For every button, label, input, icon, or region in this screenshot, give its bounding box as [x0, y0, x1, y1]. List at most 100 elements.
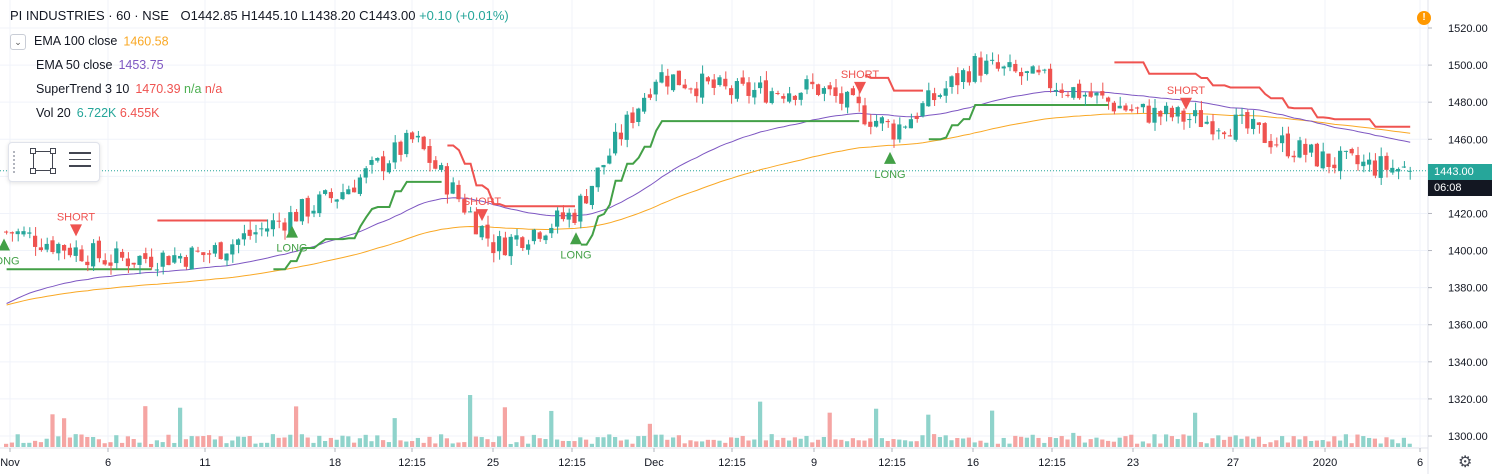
candle-body: [856, 96, 861, 104]
candle-body: [160, 252, 165, 267]
time-tick-label: 12:15: [878, 457, 906, 469]
volume-bar: [966, 437, 971, 447]
candle-body: [1390, 167, 1395, 173]
candle-body: [357, 177, 362, 194]
volume-bar: [1390, 439, 1395, 447]
candle-body: [624, 114, 629, 140]
candle-body: [288, 212, 293, 234]
volume-bar: [758, 401, 763, 447]
candle-body: [311, 210, 316, 214]
candle-body: [1053, 89, 1058, 92]
indicator-supertrend[interactable]: SuperTrend 3 10 1470.39 n/a n/a: [36, 82, 222, 96]
candle-body: [1024, 71, 1029, 73]
volume-bar: [1297, 439, 1302, 447]
volume-bar: [1274, 440, 1279, 447]
symbol-title[interactable]: PI INDUSTRIES · 60 · NSE: [10, 8, 169, 23]
volume-bar: [508, 443, 513, 447]
candle-body: [456, 184, 461, 200]
candle-body: [868, 121, 873, 127]
volume-bar: [218, 436, 223, 447]
volume-bar: [357, 438, 362, 447]
indicator-ema100[interactable]: ⌄ EMA 100 close 1460.58: [10, 34, 169, 50]
price-tick-label: 1420.00: [1448, 208, 1488, 220]
candle-body: [166, 256, 171, 266]
volume-bar: [79, 434, 84, 447]
volume-bar: [497, 436, 502, 447]
candle-body: [125, 258, 130, 267]
volume-bar: [491, 442, 496, 447]
candle-body: [758, 82, 763, 89]
volume-bar: [885, 440, 890, 447]
volume-bar: [346, 436, 351, 447]
candle-body: [259, 228, 264, 230]
candle-body: [659, 72, 664, 83]
candle-body: [201, 252, 206, 256]
volume-bar: [1117, 437, 1122, 447]
candle-body: [711, 79, 716, 88]
candle-body: [50, 240, 55, 253]
volume-bar: [1361, 436, 1366, 447]
volume-bar: [33, 440, 38, 447]
volume-bar: [897, 439, 902, 447]
volume-bar: [1175, 439, 1180, 447]
short-signal-arrow: [1180, 97, 1192, 110]
price-tick-label: 1320.00: [1448, 394, 1488, 406]
volume-bar: [943, 435, 948, 447]
candle-body: [143, 253, 148, 259]
candle-body: [914, 115, 919, 119]
settings-lines-icon[interactable]: [69, 152, 91, 172]
time-tick-label: 12:15: [558, 457, 586, 469]
alert-icon[interactable]: !: [1417, 11, 1431, 25]
long-signal-label: LONG: [276, 243, 307, 255]
candle-body: [149, 256, 154, 268]
time-tick-label: Nov: [0, 457, 20, 469]
volume-bar: [1152, 434, 1157, 447]
volume-bar: [1013, 435, 1018, 447]
candle-body: [334, 199, 339, 202]
volume-bar: [1332, 436, 1337, 447]
volume-bar: [85, 436, 90, 447]
candle-body: [1129, 109, 1134, 111]
candle-body: [613, 131, 618, 154]
volume-bar: [433, 443, 438, 447]
candle-body: [1100, 91, 1105, 96]
short-signal-arrow: [476, 209, 488, 222]
time-tick-label: 11: [199, 457, 210, 469]
candle-body: [317, 194, 322, 214]
candle-body: [879, 117, 884, 124]
ema-100-line: [6, 112, 1411, 306]
indicator-volume[interactable]: Vol 20 6.722K 6.455K: [36, 106, 160, 120]
volume-bar: [937, 437, 942, 447]
candle-body: [903, 126, 908, 128]
volume-bar: [450, 443, 455, 447]
volume-bar: [688, 440, 693, 447]
volume-bar: [729, 437, 734, 447]
candle-body: [1216, 130, 1221, 132]
candle-body: [1268, 140, 1273, 148]
volume-bar: [990, 410, 995, 447]
volume-bar: [1256, 436, 1261, 447]
candle-body: [154, 269, 159, 271]
volume-bar: [932, 434, 937, 447]
candle-body: [723, 78, 728, 87]
candle-body: [323, 190, 328, 194]
candle-body: [885, 120, 890, 123]
volume-bar: [21, 442, 26, 447]
volume-bar: [1407, 443, 1412, 447]
volume-bar: [1372, 438, 1377, 447]
candle-body: [1082, 94, 1087, 97]
rectangle-tool-icon[interactable]: [30, 148, 56, 174]
volume-bar: [595, 437, 600, 447]
volume-bar: [1088, 439, 1093, 447]
gear-icon[interactable]: ⚙: [1458, 454, 1473, 471]
volume-bar: [149, 443, 154, 447]
collapse-chevron-icon[interactable]: ⌄: [10, 34, 26, 50]
volume-bar: [340, 435, 345, 447]
volume-bar: [891, 439, 896, 447]
candle-body: [798, 92, 803, 100]
candle-body: [131, 262, 136, 265]
drag-handle-icon[interactable]: [13, 151, 17, 173]
indicator-ema50[interactable]: EMA 50 close 1453.75: [36, 58, 164, 72]
drawing-toolbox[interactable]: [8, 142, 100, 182]
